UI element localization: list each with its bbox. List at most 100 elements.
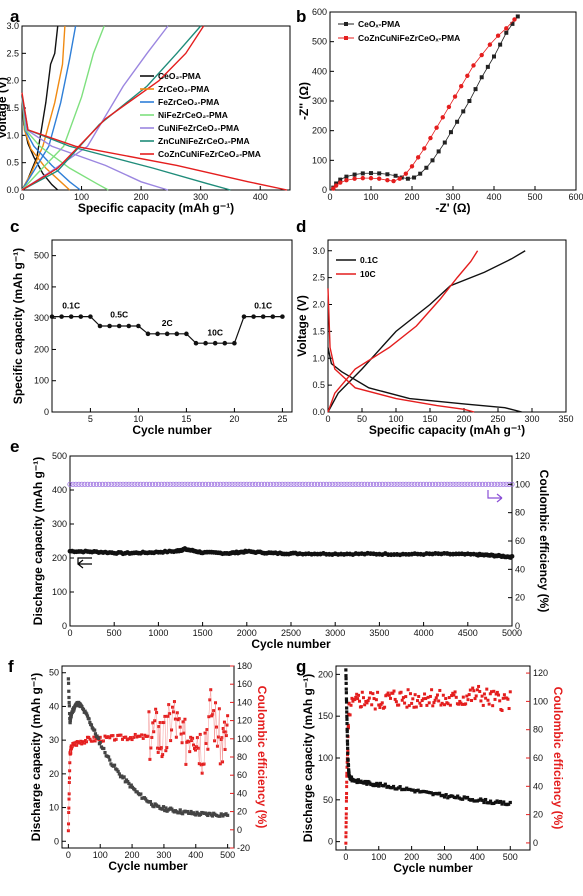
data-point-g-capacity (391, 784, 396, 789)
data-point-g-efficiency (461, 695, 465, 699)
data-point-c (88, 314, 93, 319)
x-tick-label-g: 200 (404, 852, 419, 862)
data-point-g-efficiency (372, 697, 376, 701)
data-point-g-efficiency (345, 791, 349, 795)
data-point-g-efficiency (373, 707, 377, 711)
data-point-g-capacity (349, 775, 354, 779)
data-point-c (68, 314, 74, 319)
data-point-e-efficiency (468, 481, 474, 487)
data-point-e-efficiency (194, 481, 200, 487)
data-point-g-efficiency (440, 701, 444, 705)
data-point-g-capacity (447, 794, 452, 799)
data-point-g-efficiency (444, 697, 448, 701)
y-tick-label-d: 0.5 (312, 380, 325, 390)
efficiency-link-f (218, 708, 220, 738)
data-point-e-efficiency (311, 481, 318, 487)
data-point-g-efficiency (353, 698, 357, 702)
y2-tick-label-g: 40 (533, 781, 543, 791)
y-tick-label-e: 300 (52, 519, 67, 529)
data-point-g-capacity (344, 677, 348, 681)
data-point-f-capacity (144, 797, 148, 801)
data-point-g-capacity (485, 801, 489, 805)
y-tick-label-c: 200 (34, 344, 49, 354)
data-point-g-capacity (344, 691, 348, 695)
efficiency-link-f (226, 725, 228, 736)
data-point-e-efficiency (406, 481, 412, 487)
data-point-g-efficiency (347, 701, 351, 705)
y2-axis-title-f: Coulombic efficiency (%) (255, 686, 269, 829)
data-point-e-efficiency (158, 481, 164, 487)
efficiency-link-f (204, 733, 207, 744)
data-point-e-efficiency (214, 481, 220, 487)
data-point-g-efficiency (357, 699, 361, 703)
data-point-g-capacity (344, 668, 348, 672)
y2-tick-label-g: 60 (533, 753, 543, 763)
data-point-g-efficiency (363, 703, 367, 707)
data-point-g-capacity (377, 784, 381, 788)
efficiency-link-f (159, 722, 161, 749)
data-point-g-efficiency (370, 703, 374, 707)
data-point-g-efficiency (387, 693, 391, 697)
data-point-g-capacity (464, 796, 468, 800)
data-point-g-efficiency (438, 688, 442, 692)
data-point-g-capacity (475, 799, 479, 803)
panel-label-c: c (10, 217, 19, 236)
data-point-b (471, 63, 476, 68)
data-point-g-capacity (436, 792, 440, 796)
data-point-f-capacity (177, 811, 181, 815)
data-point-g-capacity (479, 797, 483, 801)
y2-tick-label-g: 0 (533, 838, 538, 848)
data-point-f-capacity (80, 704, 84, 709)
data-point-g-efficiency (468, 688, 472, 692)
data-point-g-capacity (344, 674, 348, 678)
data-point-g-efficiency (500, 708, 504, 712)
data-point-g-capacity (344, 687, 348, 691)
data-point-g-capacity (388, 786, 392, 790)
efficiency-link-f (151, 722, 153, 738)
data-point-g-capacity (495, 799, 499, 803)
y-tick-label-b: 0 (322, 185, 327, 195)
data-point-e-efficiency (394, 481, 400, 487)
data-point-e-efficiency (226, 481, 232, 487)
data-point-b (393, 173, 398, 178)
y-tick-label-e: 200 (52, 553, 67, 563)
data-point-g-efficiency (345, 771, 349, 775)
data-point-g-efficiency (388, 696, 392, 700)
data-point-c (251, 314, 256, 319)
data-point-f-capacity (127, 781, 131, 786)
data-point-g-capacity (406, 787, 410, 792)
data-point-e-efficiency (497, 481, 503, 487)
data-point-e-efficiency (303, 481, 309, 487)
data-point-g-capacity (345, 710, 349, 714)
data-point-e-efficiency (382, 481, 388, 487)
efficiency-link-f (183, 719, 186, 734)
data-point-g-efficiency (417, 694, 421, 698)
y-tick-label-f: 20 (49, 769, 59, 779)
data-point-e-efficiency (317, 481, 324, 487)
data-point-f-capacity (85, 712, 89, 716)
data-point-e-efficiency (276, 481, 282, 487)
data-point-e-efficiency (359, 481, 365, 487)
x-tick-label-e: 3500 (369, 628, 389, 638)
data-point-c (222, 340, 228, 346)
y2-tick-label-e: 120 (515, 451, 530, 461)
data-point-f-capacity (170, 807, 174, 811)
x-tick-label-e: 2000 (237, 628, 257, 638)
data-point-b (415, 155, 421, 160)
legend-marker-b (344, 36, 348, 40)
data-point-c (49, 314, 55, 319)
efficiency-link-f (224, 722, 226, 750)
data-point-f-capacity (139, 792, 143, 796)
data-point-e-efficiency (444, 481, 450, 487)
panel-label-e: e (10, 437, 19, 456)
data-point-e-efficiency (397, 481, 403, 487)
efficiency-link-f (174, 701, 176, 720)
data-point-g-capacity (345, 742, 350, 746)
efficiency-link-f (154, 709, 156, 721)
y-tick-label-b: 300 (312, 96, 327, 106)
data-point-g-efficiency (502, 693, 506, 697)
data-point-e-efficiency (235, 481, 241, 487)
data-point-e-efficiency (429, 481, 436, 487)
data-point-g-efficiency (481, 703, 485, 707)
